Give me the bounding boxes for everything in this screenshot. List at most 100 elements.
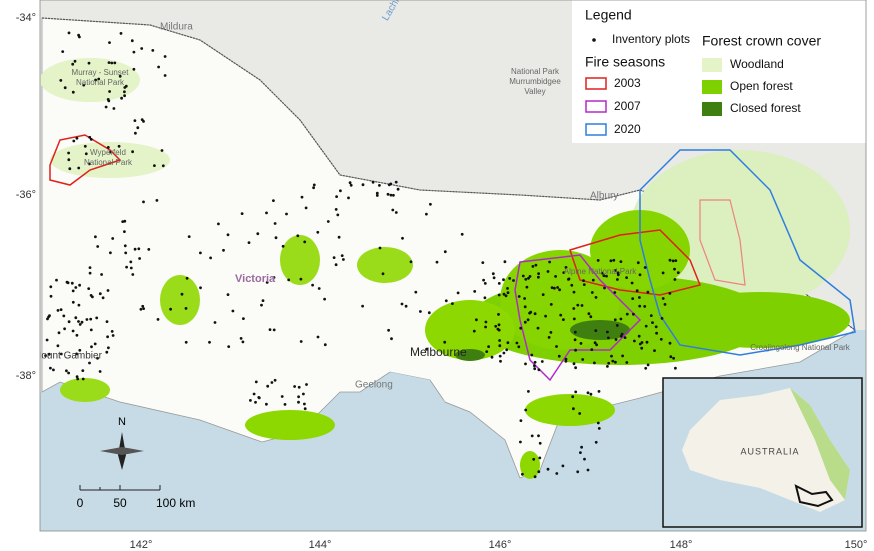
inventory-plot <box>673 278 677 281</box>
park-label: Valley <box>524 87 545 96</box>
inventory-plot <box>536 326 540 330</box>
inventory-plot <box>161 164 165 168</box>
inventory-plot <box>185 276 189 280</box>
inventory-plot <box>123 219 127 223</box>
inventory-plot <box>90 345 93 349</box>
inventory-plot <box>583 457 586 461</box>
inventory-plot <box>121 220 125 224</box>
inventory-plot <box>109 251 112 255</box>
inventory-plot <box>332 256 336 259</box>
inventory-plot <box>668 258 672 262</box>
inventory-plot <box>140 47 144 50</box>
inventory-plot <box>153 164 156 168</box>
inventory-plot <box>87 61 91 65</box>
inventory-plot <box>342 258 345 261</box>
inventory-plot <box>574 390 578 394</box>
inventory-plot <box>593 361 596 365</box>
inventory-plot <box>564 359 568 363</box>
inventory-plot-dots <box>44 31 680 479</box>
inventory-plot <box>67 158 71 162</box>
inventory-plot <box>123 90 126 94</box>
inventory-plot <box>391 208 395 212</box>
inventory-plot <box>303 240 307 244</box>
inventory-plot <box>81 369 85 372</box>
inventory-plot <box>59 79 63 82</box>
scale-bar: 0 50 100 km <box>77 485 195 510</box>
inventory-plot <box>533 364 536 368</box>
inventory-plot <box>94 235 97 239</box>
inventory-plot <box>45 338 49 342</box>
inventory-plot <box>163 74 167 77</box>
inventory-plot <box>256 232 260 236</box>
inventory-plot <box>497 313 500 316</box>
inventory-plot <box>123 244 127 248</box>
inventory-plot <box>523 320 527 324</box>
inventory-plot <box>623 336 627 339</box>
inventory-plot <box>386 192 390 196</box>
inventory-plot <box>506 287 509 290</box>
inventory-plot <box>71 329 75 333</box>
inventory-plot <box>56 309 60 312</box>
inventory-plot <box>57 331 61 335</box>
inventory-plot <box>590 291 594 294</box>
inventory-plot <box>61 50 65 53</box>
inventory-plot <box>371 180 375 184</box>
map-body: Mildura Murray - Sunset National Park Wy… <box>40 0 866 531</box>
legend-item: Woodland <box>730 57 784 71</box>
inventory-plot <box>106 335 109 339</box>
inventory-plot <box>553 286 556 290</box>
inventory-plot <box>550 286 554 289</box>
inventory-plot <box>323 297 326 301</box>
inventory-plot <box>155 199 159 202</box>
inventory-plot <box>596 259 600 262</box>
state-border <box>41 17 856 331</box>
inventory-plot <box>337 235 341 239</box>
inventory-plot <box>129 260 133 264</box>
fire-2007 <box>514 254 642 382</box>
fire-boundaries <box>49 134 856 382</box>
inventory-plot <box>582 283 586 286</box>
inventory-plot <box>71 289 75 293</box>
inventory-plot <box>435 260 439 264</box>
inventory-plot <box>591 278 595 282</box>
inventory-plot <box>75 352 78 356</box>
inventory-plot <box>88 361 91 365</box>
inventory-plot <box>88 135 92 139</box>
inventory-plot <box>108 90 111 93</box>
inventory-plot <box>270 381 274 384</box>
lon-label: 144° <box>309 539 332 551</box>
inventory-plot <box>285 212 288 216</box>
inventory-plot <box>528 275 532 278</box>
inventory-plot <box>56 344 60 348</box>
inventory-plot <box>77 303 81 307</box>
inventory-plot <box>55 278 58 282</box>
legend-heading: Fire seasons <box>585 54 665 70</box>
inventory-plot <box>131 150 135 154</box>
place-label: Mildura <box>160 22 193 33</box>
inventory-plot <box>87 287 91 290</box>
inventory-plot <box>242 317 245 320</box>
inventory-plot <box>120 96 123 100</box>
inventory-plot <box>660 317 664 320</box>
inventory-plot <box>546 467 550 471</box>
inventory-plot <box>304 206 308 210</box>
inventory-plot <box>502 351 506 355</box>
inventory-plot <box>96 245 100 248</box>
inventory-plot <box>85 318 89 321</box>
inventory-plot <box>651 321 654 324</box>
inventory-plot <box>140 118 144 121</box>
inventory-plot <box>169 307 173 311</box>
inventory-plot <box>482 278 485 282</box>
inventory-plot <box>65 369 68 373</box>
inventory-plot <box>299 277 303 281</box>
legend-item: Inventory plots <box>612 32 690 46</box>
inventory-plot <box>89 317 93 321</box>
inventory-plot <box>375 194 379 197</box>
inventory-plot <box>119 32 123 35</box>
inventory-plot <box>274 236 278 240</box>
inventory-plot <box>517 345 521 349</box>
legend: Legend Inventory plots Fire seasons 2003… <box>572 0 866 143</box>
map-border <box>39 0 867 532</box>
inventory-plot <box>586 468 590 472</box>
inset-victoria <box>794 484 834 508</box>
